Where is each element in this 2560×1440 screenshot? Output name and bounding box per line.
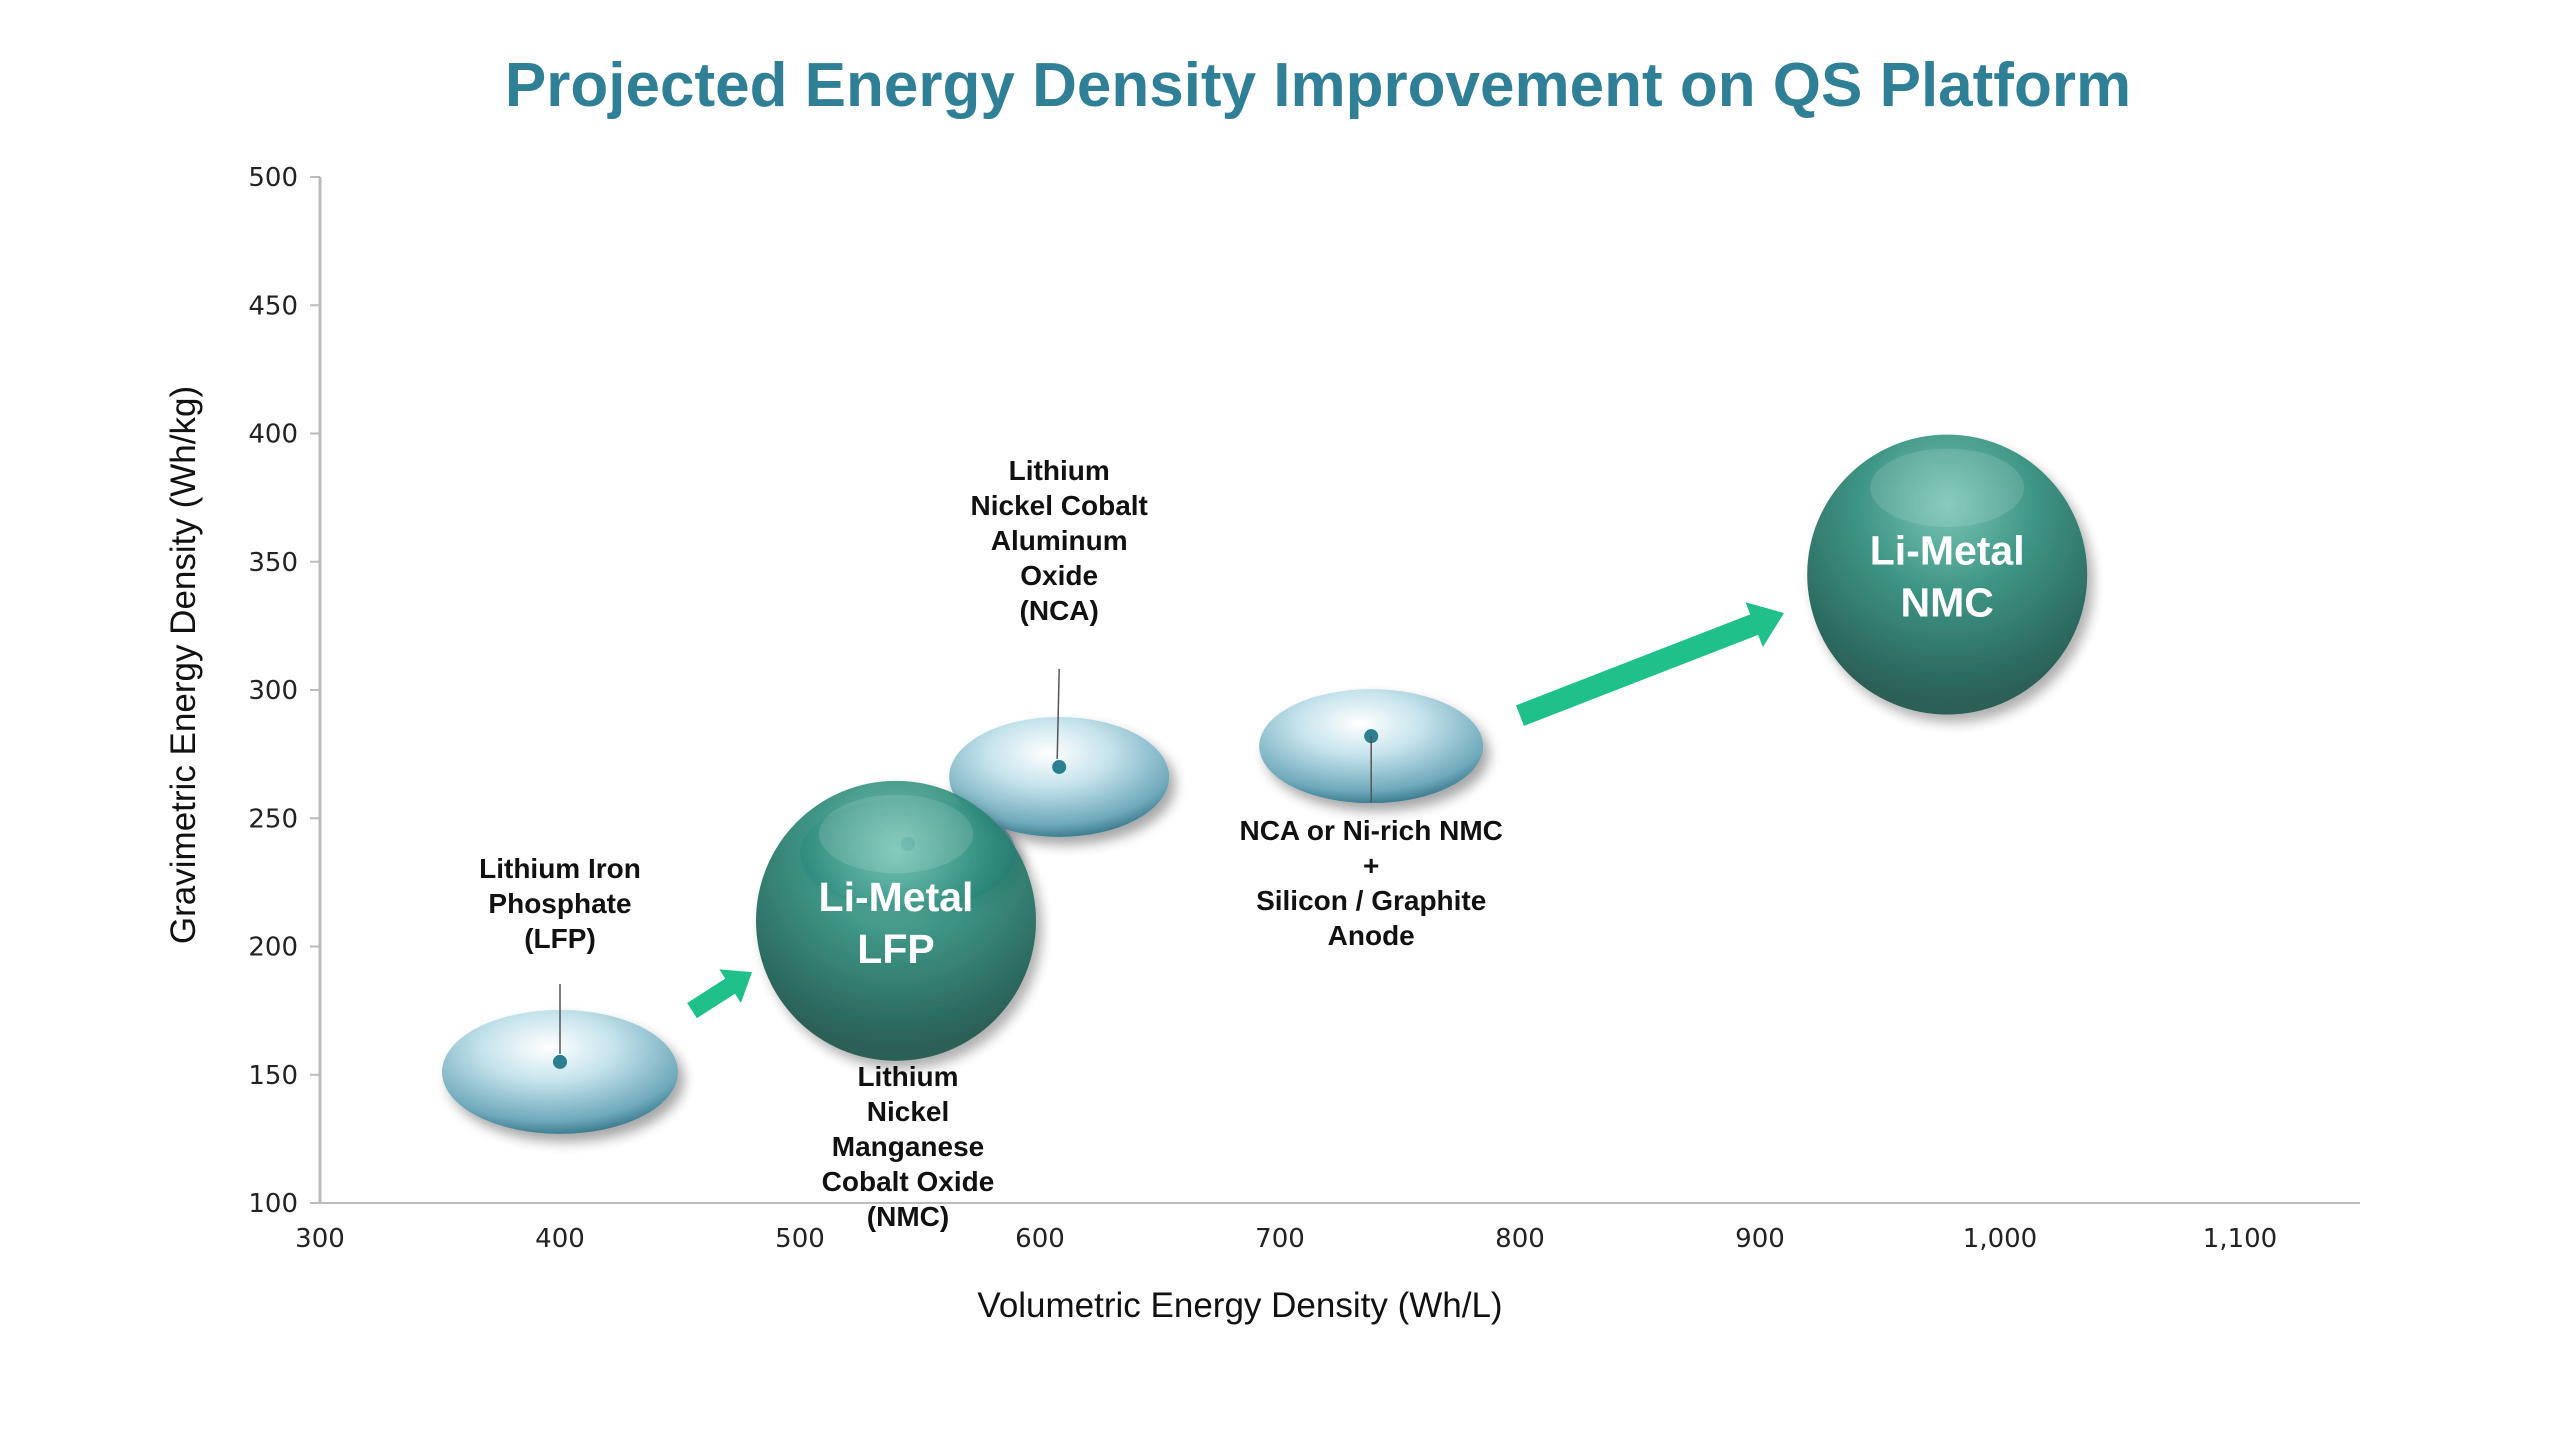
- data-point-ellipse: Lithium Nickel Cobalt Aluminum Oxide (NCA): [949, 455, 1170, 837]
- sphere-label: Li-Metal: [1870, 528, 2025, 574]
- point-label: Lithium Iron: [479, 853, 641, 884]
- point-label: Cobalt Oxide: [822, 1166, 995, 1197]
- sphere-label: Li-Metal: [819, 874, 974, 920]
- arrow-shape: [687, 969, 752, 1019]
- point-label: Silicon / Graphite: [1256, 885, 1486, 916]
- point-label: +: [1363, 850, 1379, 881]
- sphere-highlight: [819, 794, 973, 874]
- sphere-label: NMC: [1901, 580, 1994, 626]
- arrow-shape: [1516, 602, 1784, 726]
- data-point-ellipse: NCA or Ni-rich NMC + Silicon / Graphite Ano…: [1239, 689, 1503, 951]
- x-tick-label: 1,000: [1963, 1224, 2037, 1254]
- point-label: Aluminum: [991, 525, 1128, 556]
- y-tick-label: 250: [248, 804, 298, 834]
- x-tick-label: 900: [1735, 1224, 1785, 1254]
- x-tick-label: 1,100: [2203, 1224, 2277, 1254]
- x-tick-label: 500: [775, 1224, 825, 1254]
- data-point-sphere: Li-Metal NMC: [1807, 434, 2088, 715]
- ellipse-bubble: [442, 1009, 678, 1134]
- sphere-bubble: [756, 780, 1036, 1061]
- data-point-ellipse: Lithium Iron Phosphate (LFP): [442, 853, 678, 1134]
- point-label: Lithium: [1009, 455, 1110, 486]
- x-tick-label: 400: [535, 1224, 585, 1254]
- sphere-highlight: [1870, 448, 2025, 527]
- point-label: Phosphate: [488, 888, 631, 919]
- point-label: Nickel: [867, 1096, 950, 1127]
- leader-line: [1056, 668, 1060, 759]
- x-tick-label: 800: [1495, 1224, 1545, 1254]
- y-tick-label: 100: [248, 1189, 298, 1219]
- point-label: NCA or Ni-rich NMC: [1239, 815, 1502, 846]
- trend-arrow: [687, 969, 752, 1019]
- chart-title: Projected Energy Density Improvement on …: [505, 51, 2131, 120]
- point-label: (NCA): [1020, 595, 1099, 626]
- ellipse-bubble: [949, 716, 1170, 837]
- data-dot: [1052, 759, 1067, 774]
- sphere-bubble: [1807, 434, 2088, 715]
- data-point-sphere: Li-Metal LFP: [756, 780, 1036, 1061]
- point-label: Anode: [1328, 920, 1415, 951]
- y-tick-label: 500: [248, 163, 298, 193]
- y-axis-title: Gravimetric Energy Density (Wh/kg): [164, 386, 203, 944]
- sphere-label: LFP: [857, 926, 934, 972]
- point-label: (LFP): [524, 923, 596, 954]
- x-tick-label: 300: [295, 1224, 345, 1254]
- y-tick-label: 300: [248, 676, 298, 706]
- point-label: Manganese: [832, 1131, 985, 1162]
- y-tick-label: 200: [248, 933, 298, 963]
- y-tick-label: 150: [248, 1061, 298, 1091]
- point-label: Oxide: [1020, 560, 1098, 591]
- y-tick-label: 400: [248, 420, 298, 450]
- y-tick-label: 450: [248, 291, 298, 321]
- x-axis-title: Volumetric Energy Density (Wh/L): [977, 1286, 1502, 1325]
- point-label: Nickel Cobalt: [971, 490, 1148, 521]
- point-label: (NMC): [867, 1201, 949, 1232]
- trend-arrow: [1516, 602, 1784, 726]
- x-tick-label: 600: [1015, 1224, 1065, 1254]
- y-tick-label: 350: [248, 548, 298, 578]
- x-tick-label: 700: [1255, 1224, 1305, 1254]
- point-label: Lithium: [857, 1061, 958, 1092]
- data-dot: [553, 1054, 567, 1069]
